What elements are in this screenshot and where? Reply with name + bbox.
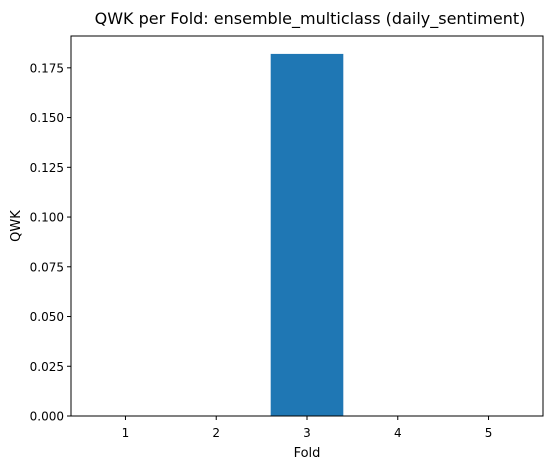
x-tick-label: 4 (394, 426, 402, 440)
chart-title: QWK per Fold: ensemble_multiclass (daily… (95, 9, 526, 29)
y-tick-label: 0.050 (30, 310, 64, 324)
y-tick-label: 0.175 (30, 61, 64, 75)
x-axis-label: Fold (294, 446, 321, 461)
y-tick-label: 0.000 (30, 410, 64, 424)
y-tick-label: 0.150 (30, 111, 64, 125)
y-tick-label: 0.075 (30, 260, 64, 274)
bar-fold-3 (270, 53, 344, 416)
y-axis-label: QWK (9, 210, 24, 242)
x-axis: 1 2 3 4 5 (122, 416, 493, 440)
x-tick-label: 5 (485, 426, 493, 440)
y-axis: 0.000 0.025 0.050 0.075 0.100 0.125 0.150 0.175 (30, 61, 71, 424)
x-tick-label: 1 (122, 426, 130, 440)
x-tick-label: 2 (212, 426, 220, 440)
y-tick-label: 0.025 (30, 360, 64, 374)
y-tick-label: 0.125 (30, 161, 64, 175)
y-tick-label: 0.100 (30, 211, 64, 225)
bars-group (270, 53, 344, 416)
x-tick-label: 3 (303, 426, 311, 440)
